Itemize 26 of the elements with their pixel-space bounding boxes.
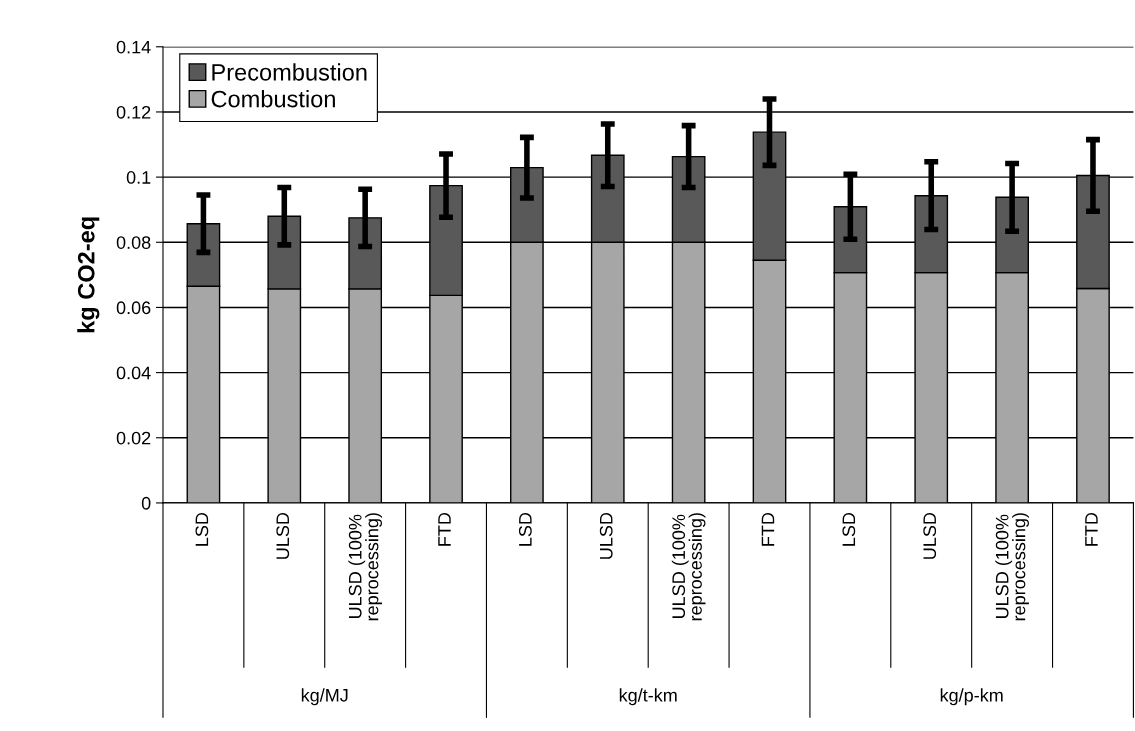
x-tick-label: LSD <box>518 512 532 546</box>
y-tick-label: 0 <box>141 496 151 510</box>
text: kg/MJ <box>301 688 348 706</box>
y-tick-label: 0.02 <box>116 431 151 445</box>
y-tick-label: 0.14 <box>116 40 151 54</box>
x-tick-label: ULSD <box>276 512 290 559</box>
text: kg/t-km <box>619 688 677 706</box>
y-tick-label: 0.04 <box>116 366 151 380</box>
x-tick-label: FTD <box>1085 512 1098 546</box>
y-tick-label: 0.12 <box>116 105 151 119</box>
x-tick-label: FTD <box>438 512 451 546</box>
x-tick-label: ULSD (100% reprocessing) <box>671 513 706 621</box>
x-tick-label: ULSD (100% reprocessing) <box>348 513 382 621</box>
x-tick-label: LSD <box>195 512 209 546</box>
x-tick-label: ULSD <box>923 512 937 559</box>
y-tick-label: 0.06 <box>116 301 151 315</box>
x-tick-label: ULSD <box>599 512 613 559</box>
x-tick-label: ULSD (100% reprocessing) <box>995 513 1029 621</box>
text: kg/p-km <box>940 688 1003 706</box>
x-tick-label: LSD <box>842 512 856 546</box>
legend-label: Precombustion <box>212 63 367 81</box>
y-tick-label: 0.08 <box>116 236 151 249</box>
y-axis-title: kg CO2-eq <box>77 217 100 333</box>
legend-label: Combustion <box>211 90 335 108</box>
x-tick-label: FTD <box>761 512 775 546</box>
y-tick-label: 0.1 <box>126 171 151 184</box>
